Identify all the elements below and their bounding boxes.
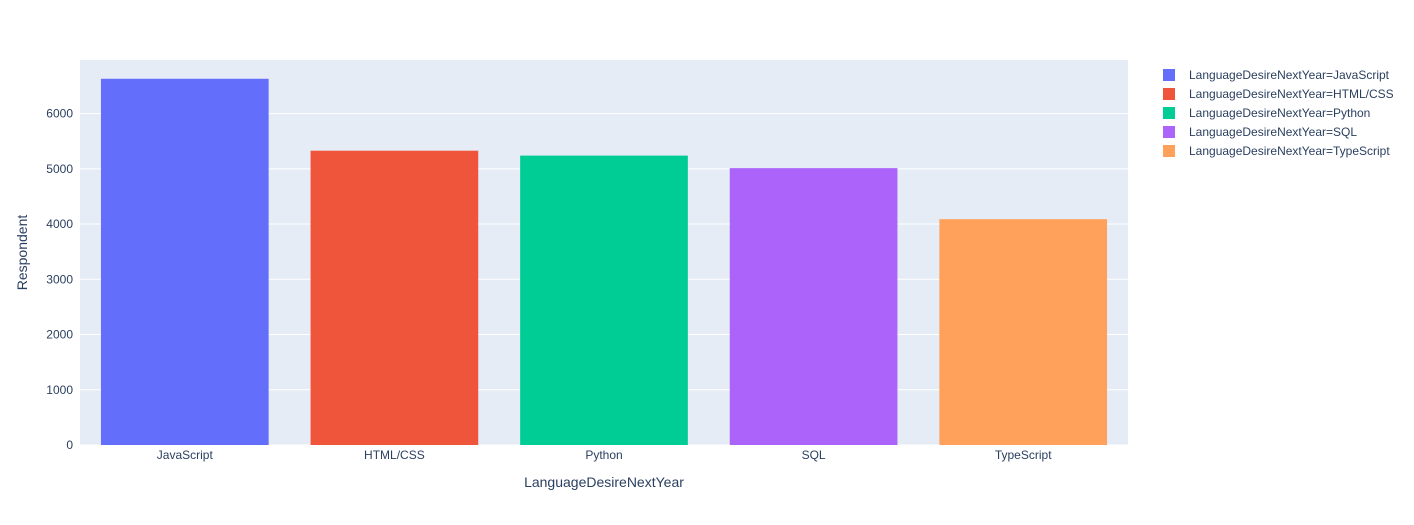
bar-sql[interactable] <box>729 168 898 446</box>
x-axis-ticks: JavaScript HTML/CSS Python SQL TypeScript <box>157 448 1052 462</box>
legend-label: LanguageDesireNextYear=HTML/CSS <box>1189 87 1394 101</box>
legend-swatch <box>1163 145 1175 157</box>
bars <box>100 78 1108 446</box>
y-tick-label: 3000 <box>46 272 73 286</box>
legend-item[interactable]: LanguageDesireNextYear=TypeScript <box>1163 144 1390 158</box>
bar-python[interactable] <box>520 155 688 445</box>
legend-item[interactable]: LanguageDesireNextYear=SQL <box>1163 125 1357 139</box>
x-tick-label: HTML/CSS <box>364 448 425 462</box>
y-axis-title: Respondent <box>14 215 30 291</box>
y-tick-label: 2000 <box>46 328 73 342</box>
bar-html-css[interactable] <box>310 150 479 445</box>
legend[interactable]: LanguageDesireNextYear=JavaScript Languag… <box>1163 68 1394 158</box>
legend-label: LanguageDesireNextYear=JavaScript <box>1189 68 1390 82</box>
legend-item[interactable]: LanguageDesireNextYear=HTML/CSS <box>1163 87 1394 101</box>
legend-item[interactable]: LanguageDesireNextYear=JavaScript <box>1163 68 1390 82</box>
legend-swatch <box>1163 88 1175 100</box>
bar-typescript[interactable] <box>939 219 1108 445</box>
legend-label: LanguageDesireNextYear=SQL <box>1189 125 1357 139</box>
y-tick-label: 0 <box>66 438 73 452</box>
legend-swatch <box>1163 107 1175 119</box>
x-tick-label: JavaScript <box>157 448 214 462</box>
y-tick-label: 1000 <box>46 383 73 397</box>
legend-item[interactable]: LanguageDesireNextYear=Python <box>1163 106 1370 120</box>
y-axis-ticks: 0 1000 2000 3000 4000 5000 6000 <box>46 107 73 452</box>
bar-javascript[interactable] <box>100 78 269 445</box>
x-tick-label: Python <box>585 448 622 462</box>
x-tick-label: SQL <box>802 448 826 462</box>
x-axis-title: LanguageDesireNextYear <box>524 474 684 490</box>
y-tick-label: 6000 <box>46 107 73 121</box>
legend-label: LanguageDesireNextYear=TypeScript <box>1189 144 1390 158</box>
x-tick-label: TypeScript <box>995 448 1052 462</box>
legend-swatch <box>1163 126 1175 138</box>
y-tick-label: 5000 <box>46 162 73 176</box>
y-tick-label: 4000 <box>46 217 73 231</box>
legend-label: LanguageDesireNextYear=Python <box>1189 106 1370 120</box>
legend-swatch <box>1163 69 1175 81</box>
